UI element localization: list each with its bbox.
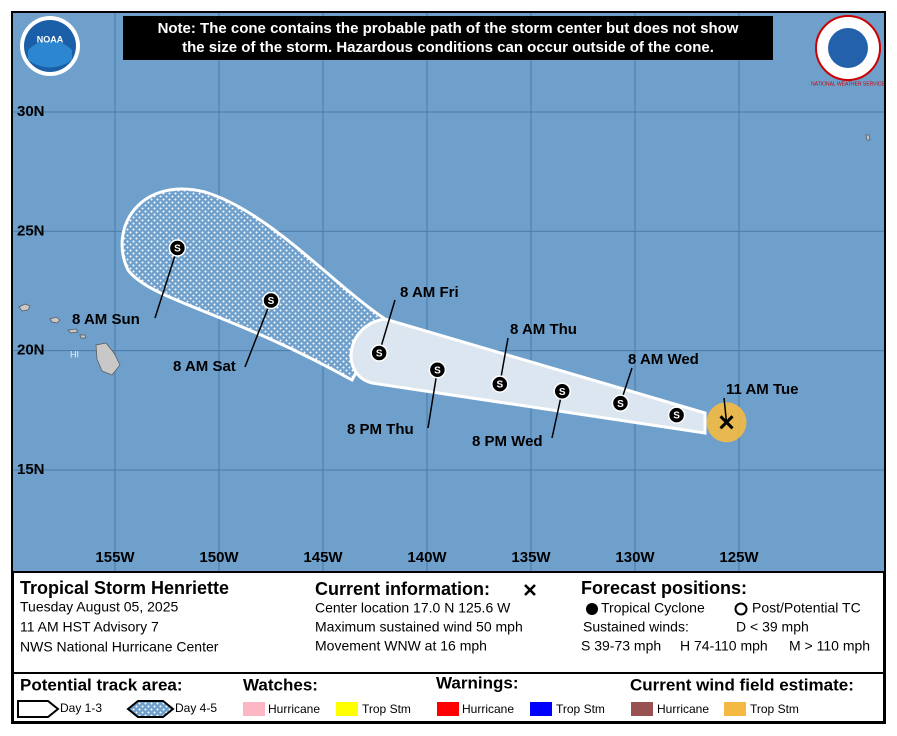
time-label: 8 PM Wed	[472, 433, 543, 450]
swatch	[724, 702, 746, 716]
logo-text: NATIONAL WEATHER SERVICE	[811, 81, 885, 87]
info-line: H 74-110 mph	[680, 638, 768, 654]
note-box	[123, 16, 773, 60]
info-line: Post/Potential TC	[752, 600, 861, 616]
legend-title: Warnings:	[436, 673, 518, 692]
note-line: Note: The cone contains the probable pat…	[158, 20, 739, 37]
legend-label: Day 4-5	[175, 701, 217, 715]
lon-label: 135W	[511, 549, 551, 566]
cone-day-4-5	[120, 187, 387, 383]
time-label: 8 AM Sun	[72, 311, 140, 328]
storm-info: Tropical Storm Henriette Tuesday August …	[20, 578, 870, 655]
note-line: the size of the storm. Hazardous conditi…	[182, 39, 714, 56]
time-label: 8 AM Wed	[628, 351, 699, 368]
leader-line	[244, 300, 272, 368]
day45-icon	[126, 700, 175, 718]
nws-logo: NATIONAL WEATHER SERVICE	[811, 15, 886, 87]
forecast-point	[428, 360, 447, 379]
leader-line	[723, 397, 728, 423]
legend-label: Trop Stm	[362, 702, 411, 716]
current-icon	[524, 584, 536, 596]
forecast-point	[611, 394, 630, 412]
point-symbol: S	[376, 349, 383, 360]
time-label: 8 AM Thu	[510, 321, 577, 338]
lon-label: 140W	[407, 549, 447, 566]
info-line: Center location 17.0 N 125.6 W	[315, 600, 511, 616]
lat-label: 20N	[17, 342, 45, 359]
info-line: M > 110 mph	[789, 638, 870, 654]
lon-label: 125W	[719, 549, 759, 566]
lon-label: 130W	[615, 549, 655, 566]
current-position	[719, 415, 734, 430]
island-label: HI	[70, 349, 79, 359]
lat-label: 25N	[17, 222, 45, 239]
swatch	[336, 702, 358, 716]
info-panel	[12, 571, 885, 674]
storm-name: Tropical Storm Henriette	[20, 578, 229, 598]
point-symbol: S	[559, 387, 566, 398]
forecast-point	[168, 239, 187, 257]
forecast-point	[553, 382, 571, 400]
legend-title: Watches:	[243, 675, 318, 694]
point-symbol: S	[673, 411, 680, 422]
leader-line	[427, 369, 439, 429]
info-line: Sustained winds:	[583, 619, 689, 635]
forecast-point	[370, 344, 388, 362]
legend-label: Hurricane	[268, 702, 320, 716]
info-line: Maximum sustained wind 50 mph	[315, 619, 523, 635]
swatch	[243, 702, 265, 716]
legend: Potential track area: Day 1-3 Day 4-5 Wa…	[17, 673, 854, 718]
time-label: 8 AM Sat	[173, 358, 236, 375]
time-label: 11 AM Tue	[726, 381, 799, 398]
frame	[11, 11, 886, 724]
time-label: 8 PM Thu	[347, 421, 414, 438]
legend-label: Trop Stm	[750, 702, 799, 716]
info-line: S 39-73 mph	[581, 638, 661, 654]
legend-title: Potential track area:	[20, 675, 183, 694]
forecast-point	[262, 291, 280, 310]
legend-label: Hurricane	[462, 702, 514, 716]
lat-label: 15N	[17, 461, 45, 478]
logo-text: NOAA	[37, 34, 64, 44]
point-symbol: S	[496, 380, 503, 391]
day13-icon	[17, 700, 60, 718]
lon-label: 145W	[303, 549, 343, 566]
point-symbol: S	[268, 296, 275, 307]
info-line: 11 AM HST Advisory 7	[20, 619, 159, 635]
legend-title: Current wind field estimate:	[630, 675, 854, 694]
hawaii	[18, 134, 871, 376]
legend-label: Hurricane	[657, 702, 709, 716]
point-symbol: S	[434, 365, 441, 376]
point-symbol: S	[174, 244, 181, 255]
info-line: D < 39 mph	[736, 619, 809, 635]
tc-icon	[586, 603, 598, 615]
info-line: Movement WNW at 16 mph	[315, 638, 487, 654]
lat-label: 30N	[17, 103, 45, 120]
point-symbol: S	[617, 399, 624, 410]
forecast-point	[667, 406, 686, 424]
info-line: NWS National Hurricane Center	[20, 639, 219, 655]
legend-label: Trop Stm	[556, 702, 605, 716]
noaa-logo: NOAA	[20, 16, 80, 76]
swatch	[631, 702, 653, 716]
ptc-icon	[734, 602, 748, 616]
legend-label: Day 1-3	[60, 701, 102, 715]
time-label: 8 AM Fri	[400, 284, 459, 301]
leader-line	[154, 247, 179, 319]
current-title: Current information:	[315, 579, 490, 599]
info-line: Tuesday August 05, 2025	[20, 599, 178, 615]
info-line: Tropical Cyclone	[601, 600, 705, 616]
forecast-point	[491, 375, 509, 393]
swatch	[530, 702, 552, 716]
swatch	[437, 702, 459, 716]
lon-label: 150W	[199, 549, 239, 566]
forecast-title: Forecast positions:	[581, 578, 747, 598]
leader-line	[378, 299, 396, 354]
lon-label: 155W	[95, 549, 135, 566]
